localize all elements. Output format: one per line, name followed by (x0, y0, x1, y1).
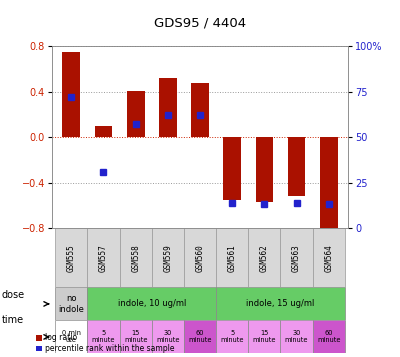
Text: 15
minute: 15 minute (124, 331, 148, 343)
Bar (152, 321, 184, 353)
Text: GSM564: GSM564 (324, 244, 333, 272)
Bar (55, 228, 87, 287)
Bar (313, 228, 345, 287)
Bar (216, 287, 345, 321)
Bar (184, 321, 216, 353)
Text: time: time (2, 315, 24, 325)
Bar (184, 228, 216, 287)
Text: 5
minute: 5 minute (220, 331, 244, 343)
Text: GDS95 / 4404: GDS95 / 4404 (154, 17, 246, 30)
Text: 15
minute: 15 minute (252, 331, 276, 343)
Bar (248, 321, 280, 353)
Text: GSM559: GSM559 (163, 244, 172, 272)
Bar (288, 137, 305, 196)
Legend: log ratio, percentile rank within the sample: log ratio, percentile rank within the sa… (36, 333, 174, 353)
Text: 60
minute: 60 minute (317, 331, 340, 343)
Bar (62, 52, 80, 137)
Text: GSM555: GSM555 (67, 244, 76, 272)
Text: 60
minute: 60 minute (188, 331, 212, 343)
Text: GSM561: GSM561 (228, 244, 237, 272)
Text: GSM562: GSM562 (260, 244, 269, 272)
Text: 30
minute: 30 minute (285, 331, 308, 343)
Bar (87, 228, 120, 287)
Bar (159, 78, 177, 137)
Text: GSM560: GSM560 (196, 244, 204, 272)
Bar (256, 137, 273, 202)
Text: indole, 15 ug/ml: indole, 15 ug/ml (246, 300, 315, 308)
Bar (120, 321, 152, 353)
Bar (320, 137, 338, 230)
Text: indole, 10 ug/ml: indole, 10 ug/ml (118, 300, 186, 308)
Bar (313, 321, 345, 353)
Text: GSM558: GSM558 (131, 244, 140, 272)
Bar (248, 228, 280, 287)
Text: 30
minute: 30 minute (156, 331, 180, 343)
Text: 0 min
ute: 0 min ute (62, 331, 81, 343)
Bar (95, 126, 112, 137)
Text: GSM563: GSM563 (292, 244, 301, 272)
Bar (280, 321, 313, 353)
Bar (216, 228, 248, 287)
Bar (191, 83, 209, 137)
Bar (120, 228, 152, 287)
Text: dose: dose (2, 290, 25, 300)
Bar (87, 287, 216, 321)
Bar (87, 321, 120, 353)
Bar (152, 228, 184, 287)
Bar (55, 321, 87, 353)
Bar (55, 287, 87, 321)
Bar (280, 228, 313, 287)
Text: GSM557: GSM557 (99, 244, 108, 272)
Text: 5
minute: 5 minute (92, 331, 115, 343)
Bar (216, 321, 248, 353)
Bar (223, 137, 241, 200)
Text: no
indole: no indole (58, 294, 84, 313)
Bar (127, 91, 144, 137)
